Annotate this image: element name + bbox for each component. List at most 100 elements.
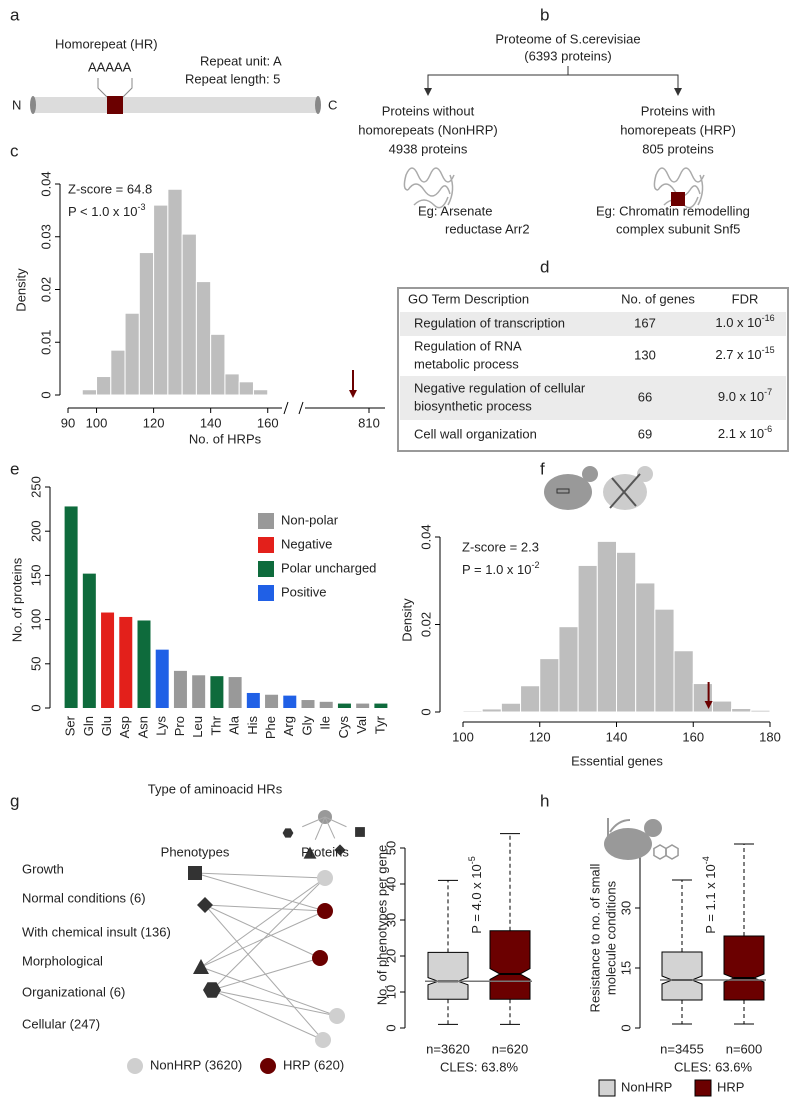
- table-cell-base: 2.1 x 10: [718, 426, 764, 441]
- row-shade: [400, 312, 786, 336]
- y-axis-label: No. of proteins: [9, 557, 24, 642]
- y-tick-label: 150: [28, 565, 43, 587]
- x-tick-label: 100: [86, 415, 108, 430]
- histogram-bar: [481, 708, 502, 713]
- histogram-bar: [731, 708, 752, 713]
- x-tick-label: Gly: [299, 716, 314, 736]
- histogram-bar: [124, 312, 140, 396]
- cell-icon: [644, 819, 662, 837]
- hr-title: Homorepeat (HR): [55, 36, 158, 51]
- branch-text: homorepeats (HRP): [620, 122, 736, 137]
- legend-swatch: [258, 585, 274, 601]
- repeat-region: [107, 96, 123, 114]
- annotation-base: P < 1.0 x 10: [68, 204, 138, 219]
- x-tick-label: 140: [606, 729, 628, 744]
- repeat-length: Repeat length: 5: [185, 71, 280, 86]
- phenotype-label: Organizational (6): [22, 984, 125, 999]
- bar-end: [30, 96, 36, 114]
- x-tick-label: Lys: [154, 716, 169, 736]
- x-axis-label: Type of aminoacid HRs: [148, 781, 283, 796]
- annotation: P < 1.0 x 10-3: [68, 202, 146, 219]
- tree-line: [427, 74, 679, 90]
- network-edge: [194, 872, 326, 879]
- y-tick-label: 0: [418, 708, 433, 715]
- repeat-connector: [122, 78, 133, 98]
- root-text: Proteome of S.cerevisiae: [495, 31, 640, 46]
- table-cell-base: 9.0 x 10: [718, 389, 764, 404]
- panel-label: a: [10, 5, 20, 24]
- legend-swatch: [598, 1079, 616, 1097]
- legend-label: HRP: [717, 1079, 744, 1094]
- x-tick-label: Tyr: [372, 715, 387, 734]
- network-edge: [204, 904, 321, 959]
- legend-label: Polar uncharged: [281, 560, 376, 575]
- y-tick-label: 30: [618, 901, 633, 915]
- network-edge: [211, 957, 321, 991]
- example-text: reductase Arr2: [445, 221, 530, 236]
- network-edge: [211, 989, 324, 1041]
- table-cell: metabolic process: [414, 356, 519, 371]
- x-tick-label: 810: [358, 415, 380, 430]
- protein-node: [315, 1032, 331, 1048]
- root-text: (6393 proteins): [524, 48, 611, 63]
- y-tick-label: 0: [383, 1024, 398, 1031]
- x-tick-label: Phe: [263, 716, 278, 739]
- arrow-head: [674, 88, 682, 96]
- panel-label: e: [10, 459, 19, 478]
- protein-node: [329, 1008, 345, 1024]
- panel-label: b: [540, 5, 549, 24]
- x-tick-label: Leu: [190, 716, 205, 738]
- bar: [356, 703, 370, 708]
- bar: [319, 701, 333, 708]
- table-cell-exponent: -6: [764, 424, 772, 434]
- y-tick-label: 50: [28, 657, 43, 671]
- box: [427, 951, 469, 1000]
- histogram-bar: [96, 376, 112, 396]
- network-edge: [194, 872, 326, 912]
- phenotype-node: [197, 897, 213, 913]
- bar: [374, 703, 388, 708]
- annotation: P = 1.0 x 10-2: [462, 560, 540, 577]
- cell-icon: [637, 466, 653, 482]
- table-cell-base: 2.7 x 10: [715, 347, 761, 362]
- bar: [82, 573, 96, 708]
- histogram-bar: [181, 233, 197, 396]
- histogram-bar: [616, 551, 637, 713]
- table-cell: 130: [634, 347, 656, 362]
- table-cell: Cell wall organization: [414, 426, 537, 441]
- cell-icon: [604, 828, 652, 860]
- annotation-exponent: -3: [138, 202, 146, 212]
- histogram-bar: [520, 685, 541, 713]
- table-header: No. of genes: [621, 291, 695, 306]
- annotation: Z-score = 2.3: [462, 539, 539, 554]
- bar: [265, 694, 279, 708]
- cross: [611, 477, 637, 507]
- legend-dot: [127, 1058, 143, 1074]
- panel-label: d: [540, 257, 549, 276]
- histogram-bar: [750, 709, 771, 713]
- x-tick-label: Ser: [63, 715, 78, 736]
- branch-text: 4938 proteins: [389, 141, 468, 156]
- y-tick-label: 0: [28, 704, 43, 711]
- histogram-bar: [673, 650, 694, 713]
- y-axis-label: No. of phenotypes per gene: [374, 845, 389, 1005]
- histogram-bar: [167, 188, 183, 396]
- histogram-bar: [711, 700, 733, 713]
- example-text: complex subunit Snf5: [616, 221, 740, 236]
- y-tick-label: 0.01: [38, 330, 53, 355]
- x-tick-label: Pro: [172, 716, 187, 736]
- example-text: Eg: Arsenate: [418, 203, 492, 218]
- histogram-bar: [224, 373, 240, 396]
- y-axis-label: molecule conditions: [603, 880, 618, 995]
- p-value-base: P = 1.1 x 10: [703, 864, 718, 934]
- histogram-bar: [210, 333, 226, 396]
- table-cell: 2.1 x 10-6: [718, 424, 772, 441]
- bar: [210, 676, 224, 708]
- network-edge: [200, 877, 326, 968]
- x-tick-label: 100: [452, 729, 474, 744]
- phenotype-node: [188, 866, 202, 880]
- y-tick-label: 0: [618, 1024, 633, 1031]
- table-cell: Regulation of RNA: [414, 338, 522, 353]
- x-tick-label: 140: [200, 415, 222, 430]
- network-edge: [211, 989, 338, 1017]
